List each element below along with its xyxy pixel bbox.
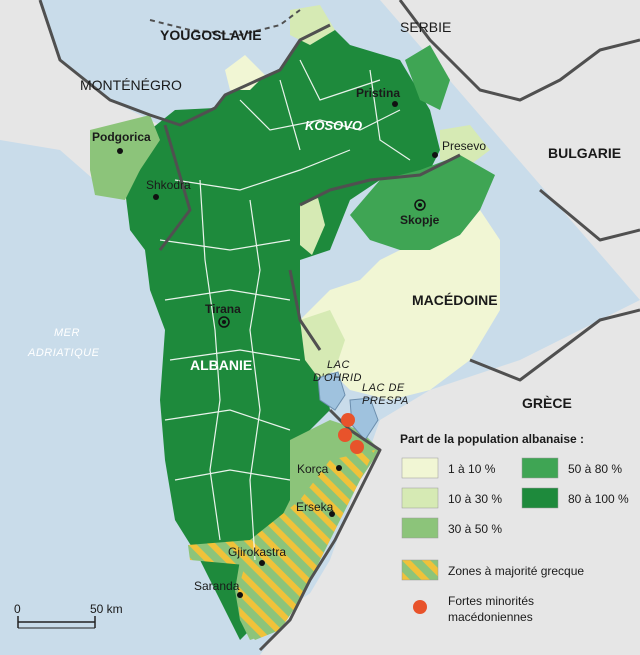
city-podgorica: Podgorica — [92, 130, 151, 144]
legend-swatch-1 — [401, 487, 439, 509]
state-borders — [38, 0, 640, 652]
legend-label-macedonian-2: macédoniennes — [448, 610, 533, 624]
city-erseka: Erseka — [296, 500, 334, 514]
label-grece: GRÈCE — [522, 395, 572, 411]
legend-label-0: 1 à 10 % — [448, 462, 496, 476]
legend-label-2: 30 à 50 % — [448, 522, 502, 536]
border-serbia-yugoslavia — [149, 9, 301, 37]
label-lac-ohrid-1: LAC — [327, 359, 350, 371]
legend-label-macedonian-1: Fortes minorités — [448, 594, 534, 608]
city-skopje: Skopje — [400, 213, 440, 227]
city-pristina: Pristina — [356, 86, 400, 100]
label-lac-prespa-1: LAC DE — [362, 382, 405, 394]
cities: Podgorica Shkodra Pristina Presevo Skopj… — [92, 86, 486, 598]
legend: Part de la population albanaise : 1 à 10… — [400, 432, 629, 624]
legend-macedonian-dot — [413, 600, 427, 614]
city-saranda: Saranda — [194, 579, 240, 593]
label-bulgarie: BULGARIE — [548, 145, 621, 161]
city-tirana: Tirana — [205, 302, 241, 316]
legend-swatch-2 — [401, 517, 439, 539]
label-macedoine: MACÉDOINE — [412, 292, 498, 308]
label-montenegro: MONTÉNÉGRO — [80, 77, 182, 93]
city-shkodra: Shkodra — [146, 178, 191, 192]
region-tetovo-light — [300, 198, 325, 255]
city-presevo: Presevo — [442, 139, 486, 153]
legend-swatch-0 — [401, 457, 439, 479]
scale-bar: 0 50 km — [14, 602, 123, 629]
region-montenegro-pocket — [90, 115, 160, 200]
city-gjirokastra: Gjirokastra — [228, 545, 286, 559]
legend-swatch-4 — [521, 487, 559, 509]
region-albania — [125, 25, 440, 640]
label-mer-2: ADRIATIQUE — [27, 347, 100, 359]
legend-swatch-greek — [401, 559, 439, 581]
label-serbie: SERBIE — [400, 19, 451, 35]
legend-label-3: 50 à 80 % — [568, 462, 622, 476]
scale-start: 0 — [14, 602, 21, 616]
label-mer-1: MER — [54, 327, 80, 339]
label-lac-ohrid-2: D'OHRID — [313, 372, 362, 384]
region-north-light — [290, 5, 335, 45]
lake-ohrid — [317, 371, 346, 411]
label-kosovo: KOSOVO — [305, 118, 362, 133]
region-kosovo-east — [405, 45, 450, 110]
region-presevo — [440, 125, 490, 165]
label-albanie: ALBANIE — [190, 357, 252, 373]
label-yougoslavie: YOUGOSLAVIE — [160, 27, 262, 43]
scale-end: 50 km — [90, 602, 123, 616]
legend-label-4: 80 à 100 % — [568, 492, 629, 506]
legend-label-greek: Zones à majorité grecque — [448, 564, 584, 578]
region-macedonia-pale — [300, 210, 500, 400]
legend-label-1: 10 à 30 % — [448, 492, 502, 506]
greek-zones — [188, 450, 375, 640]
legend-swatch-3 — [521, 457, 559, 479]
region-macedonia-light — [300, 310, 345, 380]
macedonian-dots — [338, 413, 364, 454]
label-lac-prespa-2: PRESPA — [362, 395, 409, 407]
commune-borders — [159, 59, 411, 561]
city-korca: Korça — [297, 462, 329, 476]
legend-title: Part de la population albanaise : — [400, 432, 584, 446]
